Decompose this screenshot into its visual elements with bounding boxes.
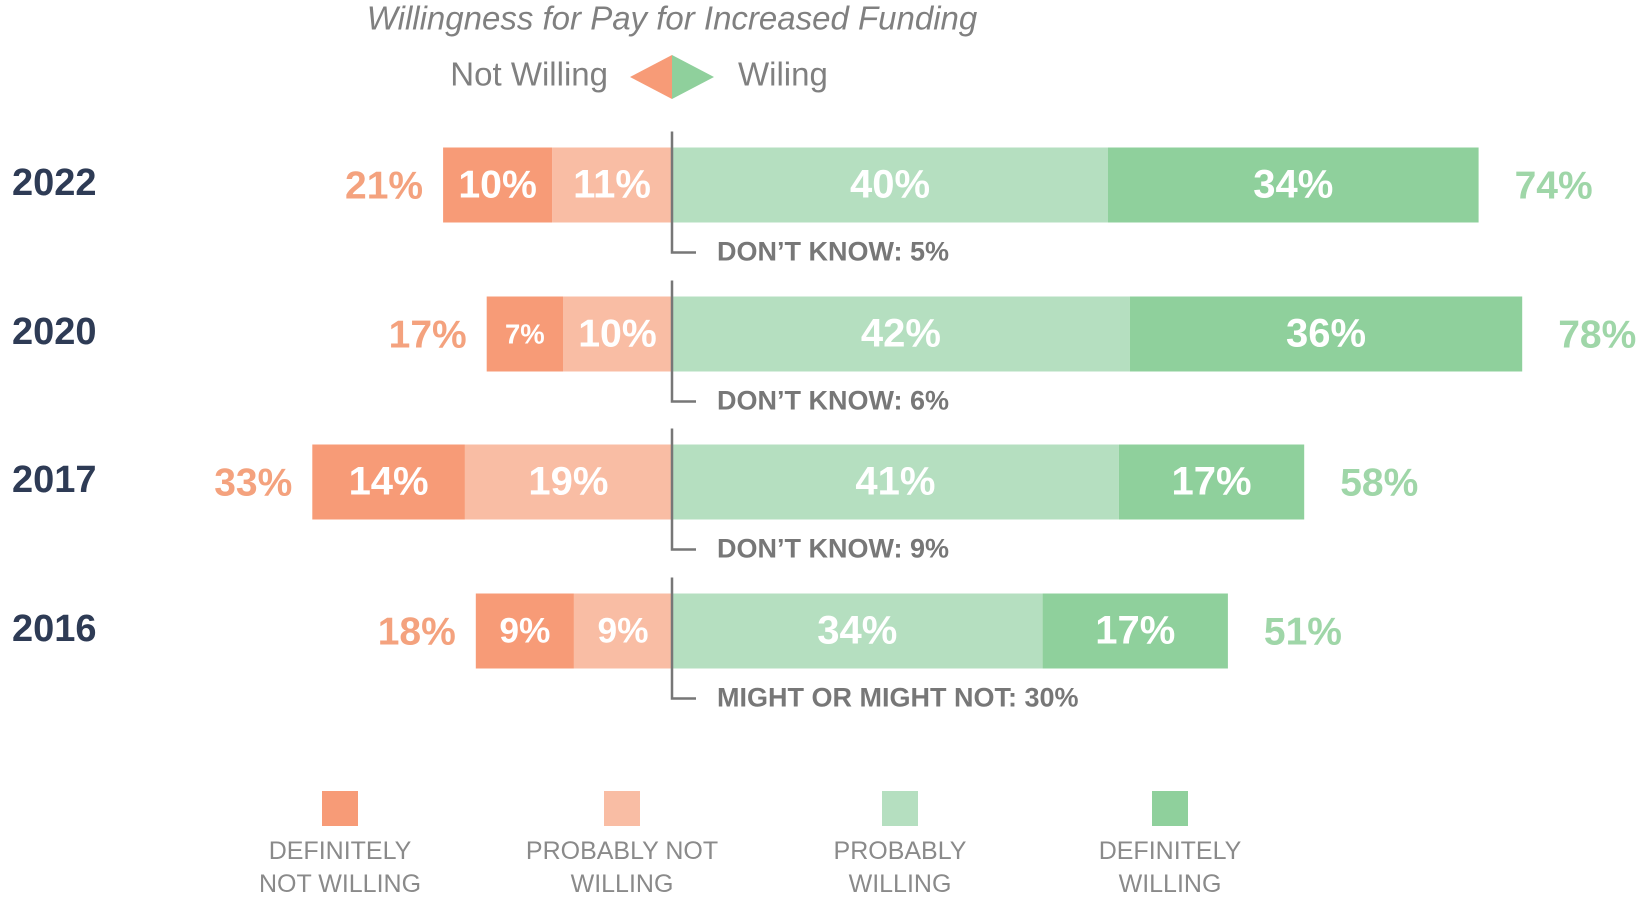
value-label: 34% — [817, 609, 897, 653]
bar-segment — [464, 444, 672, 520]
value-label: 10% — [458, 162, 537, 206]
legend-swatch — [322, 791, 358, 826]
legend-label: DEFINITELY NOT WILLING — [258, 837, 422, 898]
annotation: DON’T KNOW: 5% — [717, 237, 949, 267]
bar-segment — [573, 593, 672, 669]
bar-segment — [486, 296, 563, 372]
row-label: 2017 — [12, 459, 97, 501]
row-label: 2020 — [12, 311, 97, 353]
bar-segment — [1042, 593, 1228, 669]
value-label: 42% — [861, 312, 941, 356]
total-label: 58% — [1340, 461, 1418, 504]
legend-label: DEFINITELY WILLING — [1098, 837, 1242, 898]
bar-segment — [312, 444, 465, 520]
row-label: 2022 — [12, 162, 97, 204]
annotation: DON’T KNOW: 9% — [717, 534, 949, 564]
legend-swatch — [604, 791, 640, 826]
value-label: 10% — [578, 311, 657, 355]
legend-swatch — [882, 791, 918, 826]
total-label: 78% — [1558, 313, 1636, 356]
value-label: 17% — [1095, 609, 1175, 653]
total-label: 21% — [345, 164, 423, 207]
bar-segment — [552, 147, 672, 223]
annotation: DON’T KNOW: 6% — [717, 386, 949, 416]
value-label: 9% — [499, 611, 550, 650]
legend-swatch — [1152, 791, 1188, 826]
bar-segment — [1118, 444, 1305, 520]
bar-segment — [672, 296, 1130, 372]
bar-segment — [1129, 296, 1523, 372]
value-label: 7% — [505, 318, 545, 349]
bar-segment — [475, 593, 574, 669]
value-label: 14% — [349, 460, 429, 504]
direction-label: Not Willing — [450, 56, 608, 93]
value-label: 41% — [855, 460, 935, 504]
bar-segment — [1108, 147, 1479, 223]
total-label: 18% — [378, 610, 456, 653]
value-label: 19% — [528, 460, 608, 504]
total-label: 17% — [389, 313, 467, 356]
center-line — [670, 577, 696, 700]
bar-segment — [443, 147, 553, 223]
value-label: 36% — [1286, 312, 1366, 356]
total-label: 51% — [1264, 610, 1342, 653]
legend-label: PROBABLY NOT WILLING — [525, 837, 719, 898]
value-label: 17% — [1172, 460, 1252, 504]
annotation: MIGHT OR MIGHT NOT: 30% — [717, 683, 1079, 713]
direction-arrow — [630, 55, 672, 99]
chart-title: Willingness for Pay for Increased Fundin… — [367, 0, 978, 37]
center-line — [670, 131, 696, 254]
legend-label: PROBABLY WILLING — [833, 837, 967, 898]
total-label: 33% — [214, 461, 292, 504]
direction-arrow — [672, 55, 714, 99]
center-line — [670, 428, 696, 551]
bar-segment — [563, 296, 672, 372]
value-label: 34% — [1253, 163, 1333, 207]
bar-segment — [672, 444, 1119, 520]
value-label: 40% — [850, 163, 930, 207]
total-label: 74% — [1515, 164, 1593, 207]
bar-segment — [672, 593, 1043, 669]
bar-segment — [672, 147, 1108, 223]
value-label: 11% — [573, 163, 651, 207]
direction-label: Wiling — [738, 56, 828, 93]
center-line — [670, 280, 696, 403]
value-label: 9% — [597, 611, 648, 650]
row-label: 2016 — [12, 608, 97, 650]
